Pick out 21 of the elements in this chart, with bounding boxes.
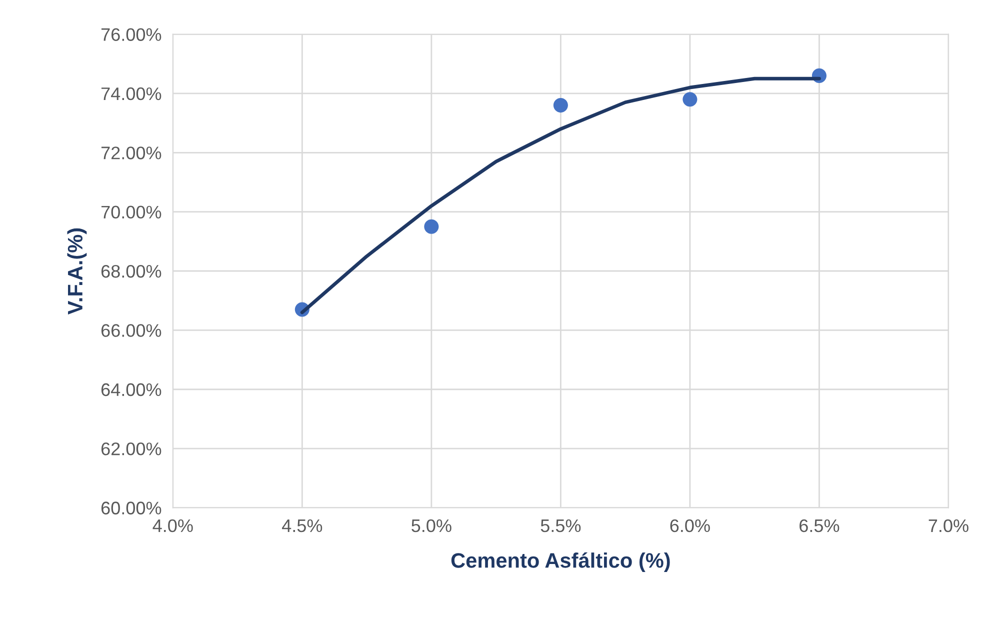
- x-tick-label: 5.0%: [412, 519, 452, 532]
- y-tick-label: 68.00%: [101, 264, 162, 278]
- point: [553, 98, 568, 113]
- y-tick-label: 76.00%: [101, 28, 162, 41]
- y-tick-label: 72.00%: [101, 146, 162, 160]
- x-axis-title: Cemento Asfáltico (%): [451, 552, 670, 572]
- y-axis-title: V.F.A.(%): [67, 228, 87, 314]
- point: [424, 219, 439, 234]
- point: [682, 92, 698, 107]
- y-tick-label: 66.00%: [101, 324, 162, 337]
- y-tick-label: 62.00%: [101, 442, 162, 456]
- y-tick-label: 70.00%: [101, 206, 162, 219]
- x-tick-label: 7.0%: [928, 519, 968, 532]
- y-tick-label: 74.00%: [101, 87, 162, 100]
- x-tick-label: 6.0%: [670, 519, 710, 532]
- y-tick-label: 60.00%: [101, 502, 162, 514]
- x-tick-label: 4.5%: [282, 519, 322, 532]
- x-tick-label: 4.0%: [152, 519, 193, 532]
- y-tick-label: 64.00%: [101, 383, 162, 396]
- x-tick-label: 6.5%: [800, 519, 840, 532]
- x-tick-label: 5.5%: [540, 519, 581, 532]
